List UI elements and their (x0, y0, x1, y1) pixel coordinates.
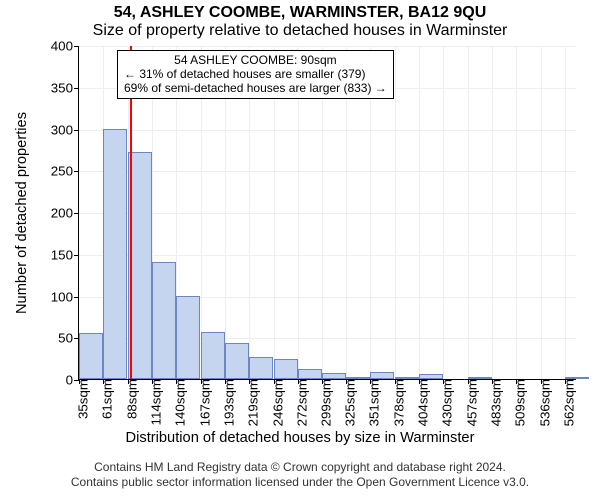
histogram-bar (298, 369, 322, 379)
chart-title-address: 54, ASHLEY COOMBE, WARMINSTER, BA12 9QU (0, 4, 600, 22)
y-tick-label: 350 (51, 80, 79, 95)
y-axis-title: Number of detached properties (14, 112, 30, 314)
plot-area: 05010015020025030035040035sqm61sqm88sqm1… (78, 46, 576, 380)
histogram-bar (322, 373, 346, 379)
x-tick-label: 193sqm (213, 379, 236, 426)
annotation-line: 69% of semi-detached houses are larger (… (124, 82, 387, 96)
footer-line-2: Contains public sector information licen… (0, 475, 600, 490)
x-tick-label: 299sqm (311, 379, 334, 426)
x-tick-label: 61sqm (91, 379, 114, 419)
x-axis-title: Distribution of detached houses by size … (0, 430, 600, 446)
chart-title-subtitle: Size of property relative to detached ho… (0, 22, 600, 40)
y-tick-label: 400 (51, 39, 79, 54)
histogram-bar (225, 343, 249, 379)
y-tick-label: 300 (51, 122, 79, 137)
y-tick-label: 250 (51, 164, 79, 179)
grid-line-vertical (541, 46, 542, 379)
histogram-bar (370, 372, 394, 379)
grid-line-vertical (468, 46, 469, 379)
grid-line-horizontal (79, 130, 576, 131)
grid-line-vertical (395, 46, 396, 379)
grid-line-horizontal (79, 255, 576, 256)
x-tick-label: 378sqm (384, 379, 407, 426)
annotation-box: 54 ASHLEY COOMBE: 90sqm← 31% of detached… (117, 50, 394, 99)
footer-line-1: Contains HM Land Registry data © Crown c… (0, 460, 600, 475)
x-tick-label: 562sqm (554, 379, 577, 426)
histogram-bar (176, 296, 200, 380)
grid-line-horizontal (79, 171, 576, 172)
histogram-bar (346, 377, 370, 380)
grid-line-vertical (492, 46, 493, 379)
annotation-line: 54 ASHLEY COOMBE: 90sqm (124, 54, 387, 68)
y-tick-label: 200 (51, 206, 79, 221)
y-tick-label: 150 (51, 247, 79, 262)
x-tick-label: 140sqm (164, 379, 187, 426)
x-tick-label: 219sqm (237, 379, 260, 426)
y-tick-label: 50 (58, 331, 79, 346)
grid-line-vertical (419, 46, 420, 379)
chart-footer: Contains HM Land Registry data © Crown c… (0, 460, 600, 490)
grid-line-horizontal (79, 46, 576, 47)
histogram-bar (395, 377, 419, 380)
x-tick-label: 536sqm (530, 379, 553, 426)
chart-container: 54, ASHLEY COOMBE, WARMINSTER, BA12 9QU … (0, 0, 600, 500)
grid-line-vertical (443, 46, 444, 379)
annotation-line: ← 31% of detached houses are smaller (37… (124, 68, 387, 82)
histogram-bar (565, 377, 589, 380)
x-tick-label: 114sqm (140, 379, 163, 425)
histogram-bar (201, 332, 225, 379)
x-tick-label: 88sqm (116, 379, 139, 419)
histogram-bar (79, 333, 103, 379)
x-tick-label: 167sqm (189, 379, 212, 426)
histogram-bar (468, 377, 492, 380)
x-tick-label: 404sqm (408, 379, 431, 426)
histogram-bar (103, 129, 127, 380)
histogram-bar (419, 374, 443, 379)
x-tick-label: 325sqm (335, 379, 358, 426)
x-tick-label: 272sqm (286, 379, 309, 426)
x-tick-label: 457sqm (457, 379, 480, 426)
x-tick-label: 430sqm (432, 379, 455, 426)
x-tick-label: 35sqm (68, 379, 91, 419)
grid-line-vertical (565, 46, 566, 379)
x-tick-label: 351sqm (359, 379, 382, 426)
histogram-bar (274, 359, 298, 379)
histogram-bar (249, 357, 273, 379)
x-tick-label: 509sqm (505, 379, 528, 426)
grid-line-horizontal (79, 213, 576, 214)
x-tick-label: 246sqm (262, 379, 285, 426)
y-tick-label: 100 (51, 289, 79, 304)
grid-line-vertical (516, 46, 517, 379)
histogram-bar (152, 262, 176, 379)
x-tick-label: 483sqm (481, 379, 504, 426)
